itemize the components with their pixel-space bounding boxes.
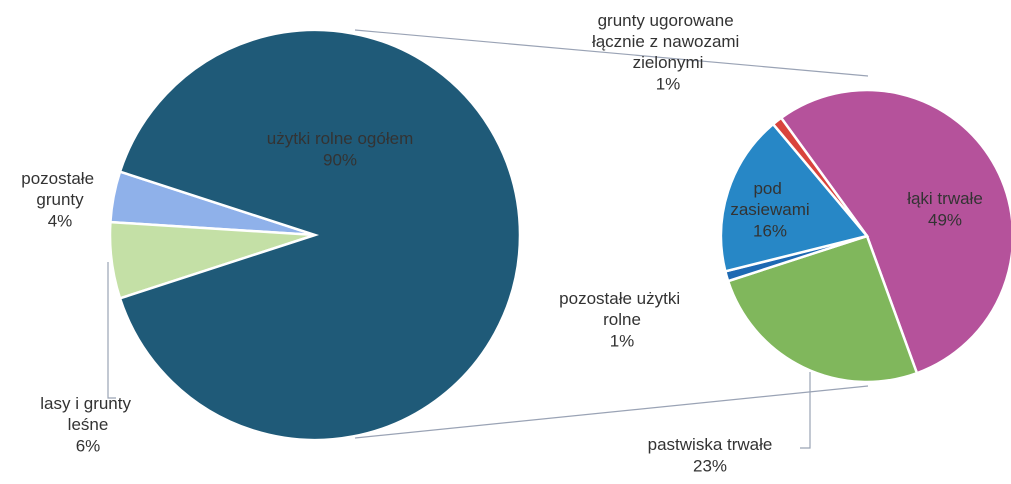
value-label: 49% bbox=[928, 210, 962, 229]
slice-label-line: lasy i grunty bbox=[40, 394, 135, 413]
pie-slice bbox=[719, 122, 870, 273]
slice-label: użytki rolne ogółem bbox=[267, 129, 413, 148]
slice-label: pastwiska trwałe bbox=[648, 435, 773, 454]
slice-label: lasy i grunty leśne bbox=[40, 394, 135, 434]
slice-label-line: łącznie z nawozami bbox=[592, 32, 744, 51]
connector-line bbox=[354, 29, 869, 77]
slice-label-line: zasiewami bbox=[730, 200, 809, 219]
slice-label-line: zielonymi bbox=[633, 53, 704, 72]
slice-label: pozostałe grunty bbox=[21, 169, 99, 209]
leader-line bbox=[800, 372, 811, 449]
value-label: 23% bbox=[693, 456, 727, 475]
slice-label-line: grunty bbox=[36, 190, 84, 209]
value-label: 6% bbox=[76, 436, 101, 455]
slice-label-line: leśne bbox=[68, 415, 109, 434]
value-label: 4% bbox=[48, 211, 73, 230]
connector-line bbox=[354, 385, 869, 439]
pie-slice bbox=[118, 28, 522, 442]
slice-label: grunty ugorowane łącznie z nawozami ziel… bbox=[592, 11, 744, 72]
slice-label: łąki trwałe bbox=[907, 189, 983, 208]
value-label: 1% bbox=[656, 74, 681, 93]
slice-label-line: łąki trwałe bbox=[907, 189, 983, 208]
value-label: 90% bbox=[323, 150, 357, 169]
pie-slice bbox=[726, 234, 919, 384]
slice-label-line: grunty ugorowane bbox=[598, 11, 739, 30]
slice-label-line: rolne bbox=[603, 310, 641, 329]
pie-slice bbox=[771, 116, 869, 237]
value-label: 1% bbox=[610, 331, 635, 350]
pie-slice bbox=[779, 88, 1011, 375]
slice-label: pozostałe użytki rolne bbox=[559, 289, 685, 329]
value-label: 16% bbox=[753, 221, 787, 240]
leader-line bbox=[107, 262, 116, 399]
slice-label-line: użytki rolne ogółem bbox=[267, 129, 413, 148]
slice-label-line: pastwiska trwałe bbox=[648, 435, 773, 454]
slice-label-line: pozostałe użytki bbox=[559, 289, 685, 308]
slice-label: pod zasiewami bbox=[730, 179, 809, 219]
slice-label-line: pod bbox=[753, 179, 786, 198]
slice-label-line: pozostałe bbox=[21, 169, 99, 188]
